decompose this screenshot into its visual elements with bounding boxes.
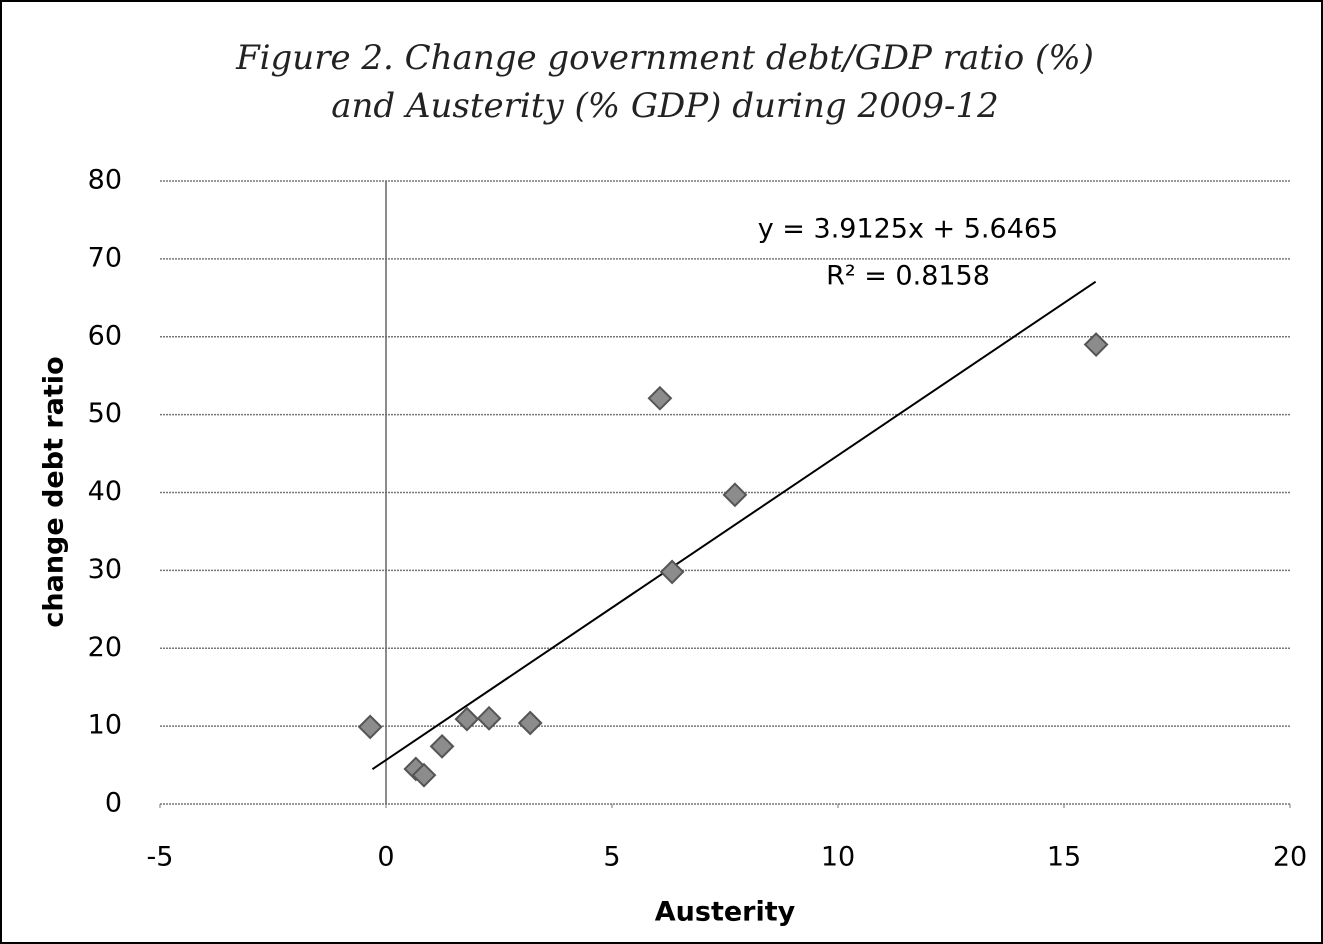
data-point — [429, 733, 455, 759]
data-point — [659, 559, 685, 585]
data-point — [357, 714, 383, 740]
data-point — [722, 482, 748, 508]
x-tick-label: -5 — [147, 842, 174, 873]
trendline — [371, 280, 1097, 770]
y-tick-label: 60 — [88, 320, 122, 351]
y-tick-label: 20 — [88, 632, 122, 663]
data-point — [411, 762, 437, 788]
x-tick-label: 20 — [1273, 842, 1307, 873]
y-tick-label: 50 — [88, 398, 122, 429]
data-point — [454, 706, 480, 732]
y-tick-label: 0 — [105, 788, 122, 819]
y-tick-label: 70 — [88, 242, 122, 273]
data-point — [476, 705, 502, 731]
y-axis-title: change debt ratio — [39, 356, 70, 627]
y-tick-label: 40 — [88, 476, 122, 507]
y-tick-label: 80 — [88, 165, 122, 196]
data-point — [517, 710, 543, 736]
y-tick-label: 30 — [88, 554, 122, 585]
x-tick-label: 10 — [821, 842, 855, 873]
trendline-equation: y = 3.9125x + 5.6465 — [758, 214, 1058, 245]
chart-subtitle: and Austerity (% GDP) during 2009-12 — [331, 86, 999, 126]
data-point — [1083, 332, 1109, 357]
data-point — [647, 385, 673, 411]
x-tick-label: 0 — [377, 842, 394, 873]
y-tick-label: 10 — [88, 710, 122, 741]
x-tick-label: 15 — [1047, 842, 1081, 873]
trendline-r-squared: R² = 0.8158 — [826, 261, 990, 292]
x-axis-title: Austerity — [655, 897, 796, 928]
x-tick-label: 5 — [603, 842, 620, 873]
chart-title: Figure 2. Change government debt/GDP rat… — [235, 38, 1094, 78]
